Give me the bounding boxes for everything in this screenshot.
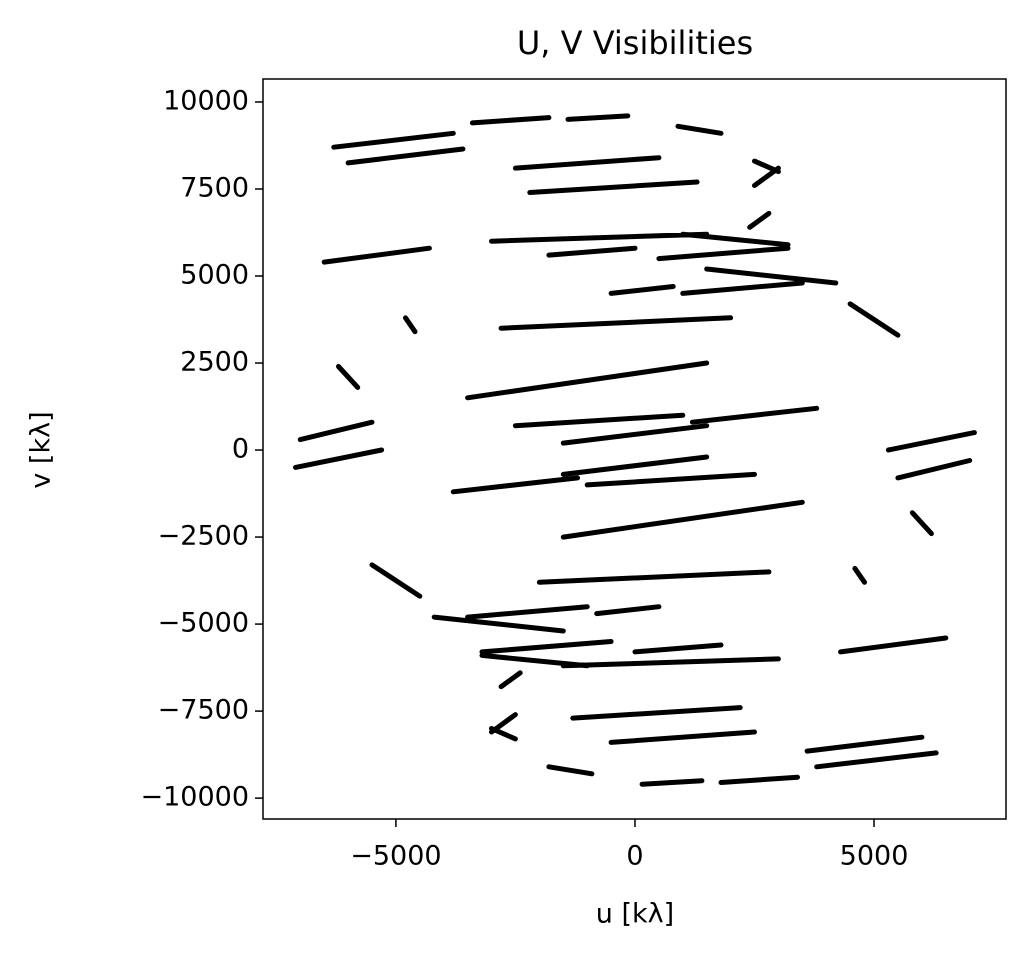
y-tick-label: −5000 (158, 608, 249, 639)
uv-tracks (293, 113, 977, 787)
chart-title: U, V Visibilities (517, 24, 753, 62)
x-axis-label: u [kλ] (596, 899, 674, 930)
y-tick-label: 10000 (163, 85, 249, 116)
x-tick-label: 0 (626, 841, 643, 872)
y-tick-label: −2500 (158, 521, 249, 552)
y-tick-label: 0 (232, 434, 249, 465)
y-axis-label: v [kλ] (26, 411, 57, 488)
y-tick-label: −7500 (158, 695, 249, 726)
y-tick-label: 2500 (180, 347, 249, 378)
x-tick-label: 5000 (840, 841, 909, 872)
y-tick-label: 5000 (180, 260, 249, 291)
y-tick-label: −10000 (140, 782, 249, 813)
x-tick-label: −5000 (350, 841, 441, 872)
y-tick-label: 7500 (180, 172, 249, 203)
